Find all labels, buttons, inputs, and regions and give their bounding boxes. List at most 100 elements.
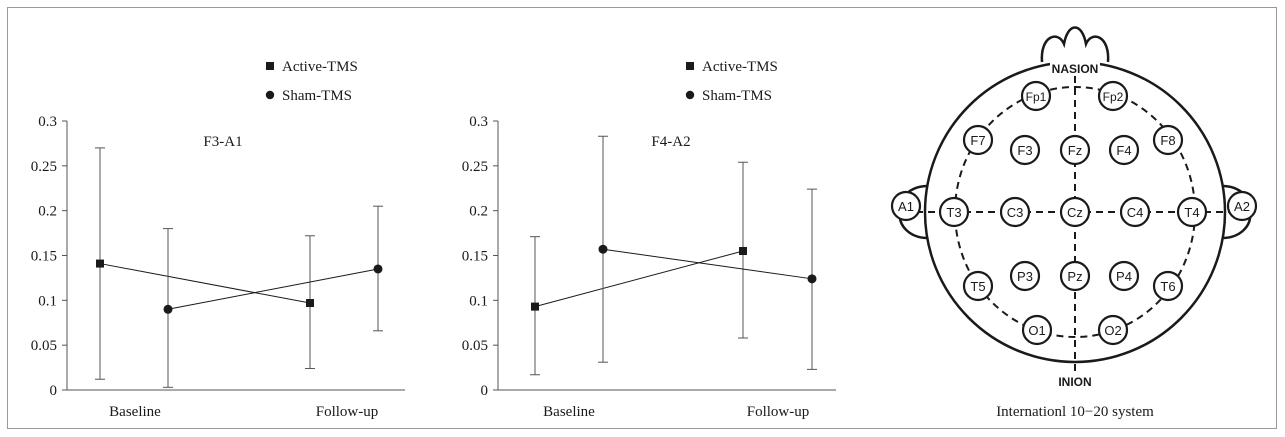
data-point-circle bbox=[373, 264, 383, 274]
series-line bbox=[534, 250, 744, 308]
electrode-o2: O2 bbox=[1097, 314, 1129, 346]
legend-square-marker bbox=[686, 62, 694, 70]
electrode-label: O1 bbox=[1028, 323, 1045, 338]
electrode-c4: C4 bbox=[1119, 196, 1151, 228]
data-point-circle bbox=[163, 304, 173, 314]
electrode-f4: F4 bbox=[1108, 134, 1140, 166]
data-point-circle bbox=[807, 274, 817, 284]
electrode-f8: F8 bbox=[1152, 124, 1184, 156]
series-line bbox=[99, 263, 311, 304]
y-tick-label: 0.25 bbox=[462, 159, 488, 175]
data-point-circle bbox=[598, 244, 608, 254]
chart-title: F3-A1 bbox=[203, 134, 242, 150]
electrode-circle bbox=[1119, 196, 1151, 228]
electrode-circle bbox=[1108, 134, 1140, 166]
electrode-label: T6 bbox=[1160, 279, 1175, 294]
data-point-square bbox=[531, 302, 539, 311]
electrode-label: F3 bbox=[1017, 143, 1032, 158]
electrode-circle bbox=[1108, 260, 1140, 292]
electrode-label: F8 bbox=[1160, 133, 1175, 148]
legend-label: Active-TMS bbox=[282, 59, 358, 75]
series-sham-tms bbox=[598, 135, 817, 370]
electrode-circle bbox=[1152, 270, 1184, 302]
electrode-circle bbox=[1097, 314, 1129, 346]
data-point-square bbox=[306, 299, 314, 308]
electrode-fp2: Fp2 bbox=[1097, 80, 1129, 112]
y-tick-label: 0.3 bbox=[469, 114, 488, 130]
figure-frame bbox=[7, 7, 1277, 429]
electrode-t3: T3 bbox=[938, 196, 970, 228]
electrode-label: F7 bbox=[970, 133, 985, 148]
series-line bbox=[602, 248, 813, 280]
y-tick-label: 0.25 bbox=[31, 159, 57, 175]
electrode-circle bbox=[999, 196, 1031, 228]
y-tick-label: 0.05 bbox=[462, 338, 488, 354]
electrode-circle bbox=[962, 270, 994, 302]
electrode-fp1: Fp1 bbox=[1020, 80, 1052, 112]
series-line bbox=[167, 268, 379, 310]
legend-label: Active-TMS bbox=[702, 59, 778, 75]
electrode-cz: Cz bbox=[1059, 196, 1091, 228]
x-tick-label: Follow-up bbox=[747, 404, 810, 420]
electrode-circle bbox=[1009, 260, 1041, 292]
electrode-o1: O1 bbox=[1021, 314, 1053, 346]
electrode-p4: P4 bbox=[1108, 260, 1140, 292]
series-active-tms bbox=[530, 161, 748, 376]
electrode-circle bbox=[890, 190, 922, 222]
electrode-label: Cz bbox=[1067, 205, 1083, 220]
x-tick-label: Follow-up bbox=[316, 404, 379, 420]
electrode-circle bbox=[1226, 190, 1258, 222]
electrode-label: T3 bbox=[946, 205, 961, 220]
nose-outline bbox=[1040, 26, 1110, 63]
label-background bbox=[1050, 62, 1100, 76]
y-tick-label: 0.15 bbox=[462, 249, 488, 265]
diagram-caption: Internationl 10−20 system bbox=[996, 404, 1154, 420]
legend-circle-marker bbox=[685, 90, 695, 100]
electrode-label: A2 bbox=[1234, 199, 1250, 214]
x-tick-label: Baseline bbox=[543, 404, 595, 420]
electrode-label: T5 bbox=[970, 279, 985, 294]
electrode-label: C4 bbox=[1127, 205, 1144, 220]
series-sham-tms bbox=[163, 205, 383, 388]
legend: Active-TMS Sham-TMS bbox=[685, 59, 778, 104]
electrode-t4: T4 bbox=[1176, 196, 1208, 228]
eeg-10-20-diagram: Fp1 Fp2 F7 F3 Fz F4 F8 A1 T3 C3 Cz C4 T4 A2 T5 P3 Pz P4 T6… bbox=[890, 26, 1258, 420]
electrode-f7: F7 bbox=[962, 124, 994, 156]
electrode-circle bbox=[1152, 124, 1184, 156]
y-tick-label: 0 bbox=[481, 383, 489, 399]
y-tick-label: 0.1 bbox=[469, 293, 488, 309]
chart-f4-a2: 0 0.05 0.1 0.15 0.2 0.25 0.3 Baseline Follow-up F… bbox=[462, 59, 836, 420]
electrode-p3: P3 bbox=[1009, 260, 1041, 292]
electrode-a2: A2 bbox=[1226, 190, 1258, 222]
electrode-label: T4 bbox=[1184, 205, 1199, 220]
y-tick-label: 0.3 bbox=[38, 114, 57, 130]
legend-label: Sham-TMS bbox=[702, 88, 772, 104]
electrode-label: P4 bbox=[1116, 269, 1132, 284]
data-point-square bbox=[739, 247, 747, 256]
electrode-circle bbox=[1020, 80, 1052, 112]
electrode-label: O2 bbox=[1104, 323, 1121, 338]
electrode-circle bbox=[962, 124, 994, 156]
y-tick-label: 0.2 bbox=[469, 204, 488, 220]
nasion-label: NASION bbox=[1052, 62, 1099, 76]
series-active-tms bbox=[95, 147, 315, 380]
y-tick-label: 0 bbox=[50, 383, 58, 399]
legend: Active-TMS Sham-TMS bbox=[265, 59, 358, 104]
electrode-f3: F3 bbox=[1009, 134, 1041, 166]
y-tick-label: 0.2 bbox=[38, 204, 57, 220]
electrode-circle bbox=[1059, 134, 1091, 166]
chart-f3-a1: 0 0.05 0.1 0.15 0.2 0.25 0.3 Baseline Follow-up F… bbox=[31, 59, 405, 420]
electrode-label: Fp2 bbox=[1103, 90, 1124, 104]
inion-label: INION bbox=[1058, 375, 1091, 389]
electrode-circle bbox=[1021, 314, 1053, 346]
electrode-label: Fz bbox=[1068, 143, 1082, 158]
electrode-a1: A1 bbox=[890, 190, 922, 222]
y-tick-label: 0.15 bbox=[31, 249, 57, 265]
electrode-circle bbox=[938, 196, 970, 228]
electrode-circle bbox=[1059, 196, 1091, 228]
legend-label: Sham-TMS bbox=[282, 88, 352, 104]
data-point-square bbox=[96, 259, 104, 268]
electrode-pz: Pz bbox=[1059, 260, 1091, 292]
electrode-label: A1 bbox=[898, 199, 914, 214]
